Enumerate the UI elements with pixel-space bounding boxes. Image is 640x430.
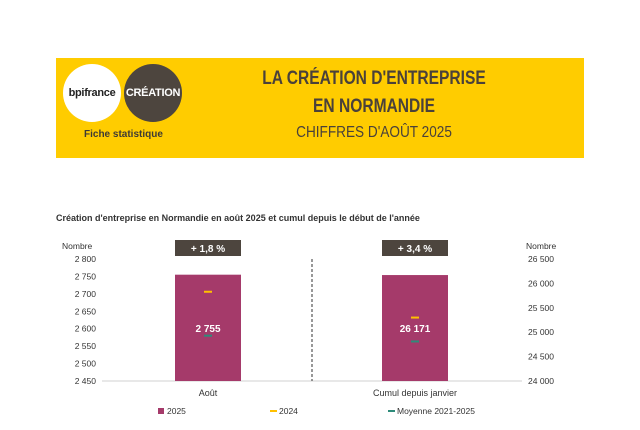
left-tick-label: 2 450 xyxy=(75,376,97,386)
chart-title: Création d'entreprise en Normandie en ao… xyxy=(56,213,420,223)
bpifrance-logo: bpifrance xyxy=(63,64,121,122)
left-tick-label: 2 600 xyxy=(75,324,97,334)
evolution-badge xyxy=(382,240,448,256)
legend-label: Moyenne 2021-2025 xyxy=(397,406,475,416)
left-tick-label: 2 800 xyxy=(75,254,97,264)
bar-2025 xyxy=(382,275,448,381)
category-label: Août xyxy=(199,388,218,398)
page-subtitle: CHIFFRES D'AOÛT 2025 xyxy=(296,124,452,141)
header-banner: bpifrance CRÉATION Fiche statistique LA … xyxy=(56,58,584,158)
bpifrance-logo-text: bpifrance xyxy=(68,87,116,99)
right-axis-label: Nombre xyxy=(526,241,557,251)
right-tick-label: 25 500 xyxy=(528,303,554,313)
left-tick-label: 2 750 xyxy=(75,271,97,281)
evolution-badge-label: + 3,4 % xyxy=(398,244,432,255)
creation-logo-text: CRÉATION xyxy=(125,87,181,99)
evolution-badge-label: + 1,8 % xyxy=(191,244,225,255)
left-axis-label: Nombre xyxy=(62,241,93,251)
bar-data-label: 26 171 xyxy=(400,324,431,335)
left-tick-label: 2 500 xyxy=(75,359,97,369)
right-tick-label: 26 000 xyxy=(528,278,554,288)
legend-label: 2024 xyxy=(279,406,298,416)
page-title-line2: EN NORMANDIE xyxy=(312,96,436,117)
right-tick-label: 26 500 xyxy=(528,254,554,264)
fiche-statistique-label: Fiche statistique xyxy=(84,129,163,140)
category-label: Cumul depuis janvier xyxy=(373,388,457,398)
right-tick-label: 24 500 xyxy=(528,352,554,362)
left-tick-label: 2 700 xyxy=(75,289,97,299)
left-tick-label: 2 650 xyxy=(75,306,97,316)
creation-logo: CRÉATION xyxy=(124,64,182,122)
evolution-badge xyxy=(175,240,241,256)
right-tick-label: 24 000 xyxy=(528,376,554,386)
right-tick-label: 25 000 xyxy=(528,327,554,337)
legend-swatch-2025 xyxy=(158,408,164,414)
left-tick-label: 2 550 xyxy=(75,341,97,351)
page-title-line1: LA CRÉATION D'ENTREPRISE xyxy=(262,68,486,89)
legend-label: 2025 xyxy=(167,406,186,416)
bar-data-label: 2 755 xyxy=(195,324,220,335)
